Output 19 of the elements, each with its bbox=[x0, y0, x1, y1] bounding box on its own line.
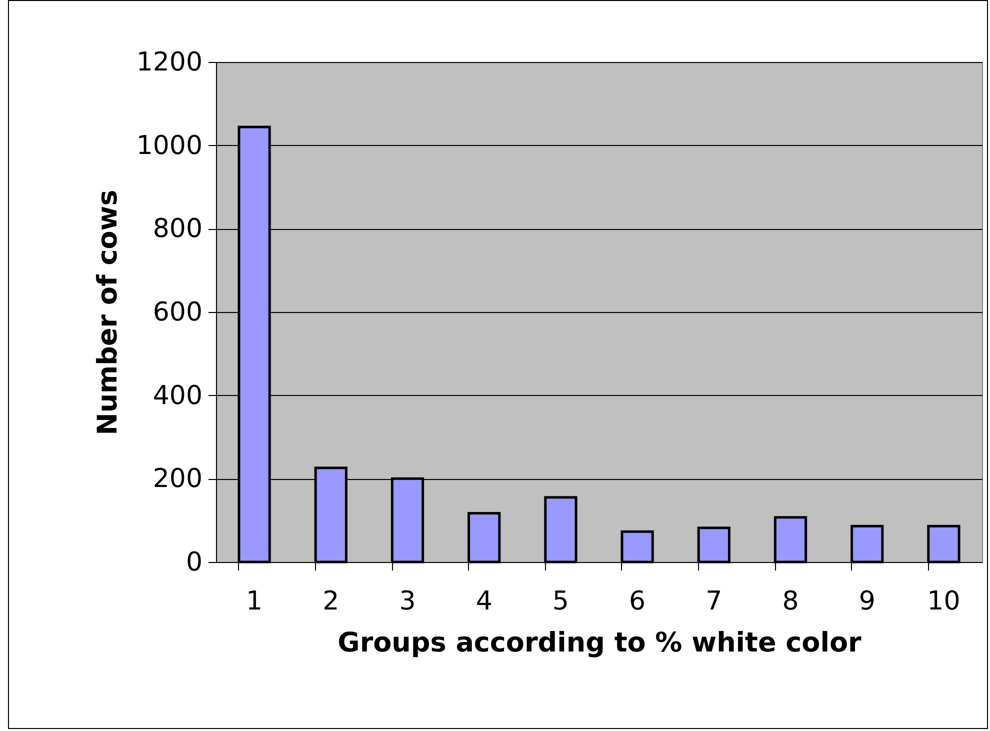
x-axis-title: Groups according to % white color bbox=[338, 628, 862, 658]
y-tick-label: 400 bbox=[152, 380, 202, 411]
y-tick-label: 800 bbox=[152, 214, 202, 244]
y-tick-label: 200 bbox=[152, 464, 202, 494]
y-tick-label: 0 bbox=[186, 548, 202, 578]
x-tick-label: 3 bbox=[399, 586, 416, 616]
y-tick-label: 600 bbox=[152, 298, 202, 328]
y-tick-label: 1200 bbox=[136, 48, 202, 78]
x-tick-label: 6 bbox=[629, 586, 646, 616]
y-tick-label: 1000 bbox=[136, 130, 202, 161]
y-axis-title: Number of cows bbox=[92, 190, 124, 436]
x-tick-label: 5 bbox=[552, 586, 569, 616]
x-tick-label: 10 bbox=[927, 586, 960, 616]
x-tick-label: 8 bbox=[782, 586, 799, 616]
x-tick-label: 9 bbox=[858, 586, 876, 616]
x-tick-label: 4 bbox=[476, 586, 492, 616]
x-tick-label: 7 bbox=[706, 586, 722, 616]
x-tick-label: 2 bbox=[322, 586, 340, 616]
x-tick-label: 1 bbox=[246, 586, 263, 616]
